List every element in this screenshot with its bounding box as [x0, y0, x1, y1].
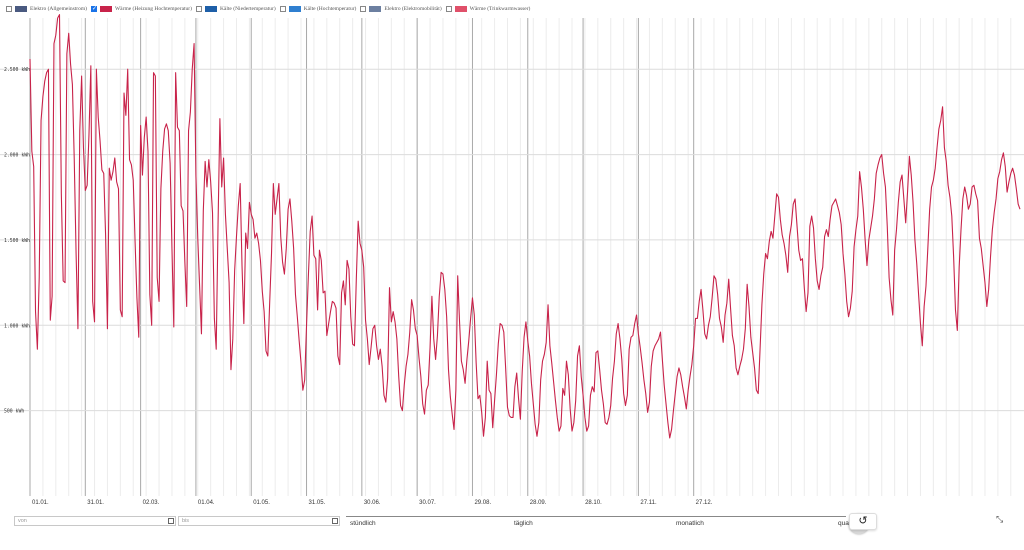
legend-label: Elektro (Elektromobilität)	[384, 6, 442, 12]
legend-checkbox[interactable]	[360, 6, 367, 12]
granularity-hourly[interactable]: stündlich	[350, 520, 376, 527]
legend-checkbox[interactable]	[445, 6, 452, 12]
legend-item[interactable]: Elektro (Elektromobilität)	[360, 6, 442, 12]
granularity-daily[interactable]: täglich	[514, 520, 533, 527]
legend-checkbox[interactable]	[195, 6, 202, 12]
y-tick-label: 500 kWh	[4, 409, 24, 415]
chart-controls: von bis stündlich täglich monatlich quar…	[0, 510, 1024, 550]
legend-swatch	[454, 6, 467, 12]
x-tick-label: 01.05.	[253, 500, 270, 506]
y-tick-label: 1.500 kWh	[4, 238, 30, 244]
line-chart: 01.01. 31.01. 02.03. 01.04. 01.05. 31.05. 30.0…	[0, 14, 1024, 506]
x-tick-label: 01.04.	[198, 500, 215, 506]
to-date-placeholder: bis	[182, 518, 190, 524]
legend-swatch	[99, 6, 112, 12]
legend-checkbox[interactable]: ✓	[90, 6, 98, 12]
calendar-icon[interactable]	[168, 518, 174, 524]
legend-item[interactable]: ✓ Wärme (Heizung Hochtemperatur)	[90, 6, 192, 12]
legend-swatch	[288, 6, 301, 12]
granularity-quarterly[interactable]: quar	[838, 520, 852, 527]
legend-swatch	[204, 6, 217, 12]
legend-item[interactable]: Kälte (Niedertemperatur)	[195, 6, 276, 12]
to-date-input[interactable]: bis	[178, 516, 340, 526]
x-tick-label: 01.01.	[32, 500, 49, 506]
zoom-reset-icon[interactable]: ⤡	[996, 514, 1004, 524]
series-line	[29, 14, 1021, 439]
x-tick-label: 29.08.	[474, 500, 491, 506]
legend-label: Kälte (Niedertemperatur)	[219, 6, 276, 12]
calendar-icon[interactable]	[332, 518, 338, 524]
granularity-slider-track[interactable]	[346, 514, 869, 534]
from-date-placeholder: von	[18, 518, 27, 524]
y-tick-label: 2.500 kWh	[4, 67, 30, 73]
x-tick-label: 28.10.	[585, 500, 602, 506]
legend-label: Kälte (Hochtemperatur)	[303, 6, 357, 12]
x-tick-label: 27.11.	[640, 500, 657, 506]
legend-item[interactable]: Wärme (Trinkwarmwasser)	[445, 6, 531, 12]
legend-label: Wärme (Trinkwarmwasser)	[469, 6, 531, 12]
legend-item[interactable]: Kälte (Hochtemperatur)	[279, 6, 357, 12]
legend-label: Wärme (Heizung Hochtemperatur)	[114, 6, 192, 12]
legend-checkbox[interactable]	[6, 6, 12, 12]
legend-swatch	[15, 6, 27, 12]
reset-icon: ↺	[858, 515, 868, 527]
legend-checkbox[interactable]	[279, 6, 286, 12]
x-tick-label: 02.03.	[143, 500, 160, 506]
y-tick-label: 2.000 kWh	[4, 153, 30, 159]
x-tick-label: 28.09.	[530, 500, 547, 506]
legend-swatch	[369, 6, 382, 12]
x-tick-label: 31.05.	[309, 500, 326, 506]
x-tick-label: 27.12.	[696, 500, 713, 506]
from-date-input[interactable]: von	[14, 516, 176, 526]
legend-label: Elektro (Allgemeinstrom)	[30, 6, 87, 12]
y-tick-label: 1.000 kWh	[4, 323, 30, 329]
x-tick-label: 30.07.	[419, 500, 436, 506]
x-tick-label: 30.06.	[364, 500, 381, 506]
legend-item[interactable]: Elektro (Allgemeinstrom)	[6, 6, 87, 12]
legend: Elektro (Allgemeinstrom) ✓ Wärme (Heizung …	[6, 3, 534, 15]
x-tick-label: 31.01.	[87, 500, 104, 506]
granularity-monthly[interactable]: monatlich	[676, 520, 704, 527]
reset-button[interactable]: ↺	[849, 513, 877, 530]
